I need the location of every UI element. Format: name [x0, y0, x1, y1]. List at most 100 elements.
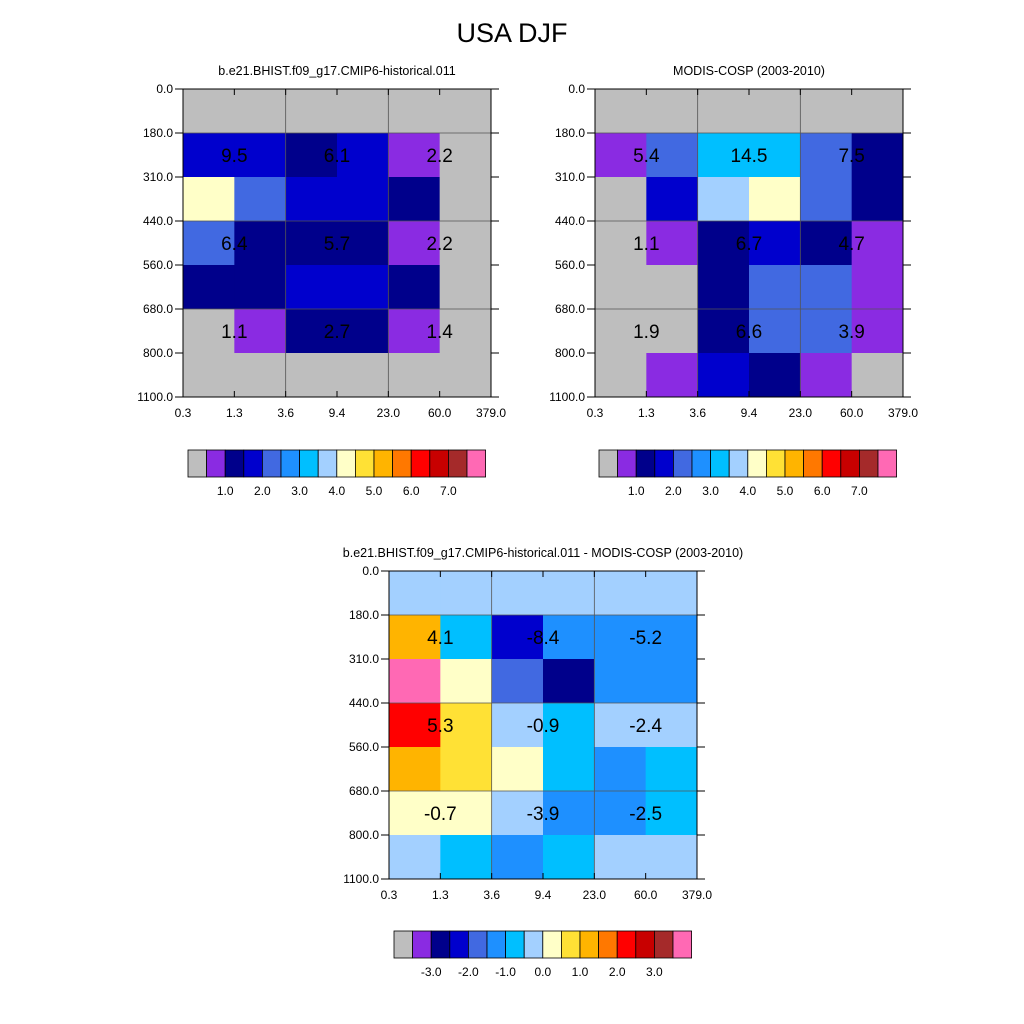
heatmap-cell	[851, 89, 904, 134]
cell-value-label: 1.1	[221, 322, 247, 343]
heatmap-cell	[285, 177, 338, 222]
heatmap-cell	[645, 571, 698, 616]
y-tick-label: 680.0	[349, 784, 379, 798]
x-tick-label: 379.0	[476, 406, 506, 420]
heatmap-cell	[645, 747, 698, 792]
heatmap-cell	[697, 133, 750, 178]
x-tick-label: 9.4	[535, 888, 552, 902]
y-tick-label: 560.0	[349, 740, 379, 754]
heatmap-cell	[491, 835, 544, 880]
cell-value-label: -5.2	[629, 628, 662, 649]
heatmap-cell	[851, 309, 904, 354]
colorbar-box	[635, 930, 655, 959]
heatmap-cell	[697, 309, 750, 354]
page-title: USA DJF	[456, 18, 568, 48]
heatmap-cell	[183, 133, 235, 178]
cell-value-label: 1.9	[633, 322, 659, 343]
x-tick-label: 9.4	[741, 406, 758, 420]
heatmap-cell	[439, 309, 492, 354]
heatmap-cell	[439, 221, 492, 266]
y-tick-label: 800.0	[555, 346, 585, 360]
heatmap-cell	[646, 133, 699, 178]
heatmap-cell	[183, 265, 235, 310]
x-tick-label: 9.4	[329, 406, 346, 420]
heatmap-cell	[388, 133, 441, 178]
heatmap-cell	[594, 615, 647, 660]
heatmap-cell	[543, 615, 595, 660]
heatmap-cell	[183, 177, 235, 222]
colorbar-box	[598, 930, 618, 959]
x-tick-label: 23.0	[583, 888, 607, 902]
colorbar-box	[859, 449, 879, 478]
heatmap-cell	[543, 835, 595, 880]
cell-value-label: 9.5	[221, 146, 247, 167]
heatmap-cell	[594, 571, 647, 616]
colorbar-label: 2.0	[254, 484, 271, 498]
heatmap-cell	[439, 177, 492, 222]
y-tick-label: 560.0	[555, 258, 585, 272]
cell-value-label: 6.6	[736, 322, 762, 343]
heatmap-cell	[543, 659, 595, 704]
colorbar-box	[616, 930, 637, 959]
cell-value-label: -8.4	[527, 628, 560, 649]
colorbar-box	[635, 449, 656, 478]
colorbar-box	[354, 449, 375, 478]
heatmap-cell	[749, 133, 801, 178]
colorbar-box	[466, 449, 487, 478]
heatmap-cell	[183, 221, 235, 266]
heatmap-cell	[388, 265, 441, 310]
colorbar-label: 3.0	[291, 484, 308, 498]
heatmap-cell	[697, 221, 750, 266]
colorbar-box	[617, 449, 637, 478]
heatmap-cell	[285, 353, 338, 398]
heatmap-cell	[388, 309, 441, 354]
heatmap-cell	[749, 353, 801, 398]
heatmap-cell	[595, 221, 647, 266]
colorbar-box	[840, 449, 860, 478]
y-tick-label: 180.0	[349, 608, 379, 622]
y-tick-label: 180.0	[143, 126, 173, 140]
heatmap-cell	[285, 309, 338, 354]
heatmap-cell	[851, 265, 904, 310]
chart-title: MODIS-COSP (2003-2010)	[673, 64, 825, 78]
heatmap-cell	[595, 177, 647, 222]
heatmap-cell	[491, 571, 544, 616]
heatmap-cell	[697, 177, 750, 222]
colorbar-box	[299, 449, 319, 478]
heatmap-cell	[800, 89, 853, 134]
heatmap-cell	[440, 791, 493, 836]
colorbar-box	[523, 930, 544, 959]
heatmap-cell	[439, 89, 492, 134]
heatmap-cell	[594, 747, 647, 792]
heatmap-cell	[389, 747, 441, 792]
y-tick-label: 1100.0	[343, 872, 379, 886]
heatmap-cell	[439, 353, 492, 398]
heatmap-cell	[440, 747, 493, 792]
y-tick-label: 0.0	[362, 564, 379, 578]
colorbar-label: 4.0	[328, 484, 345, 498]
heatmap-cell	[749, 265, 801, 310]
cell-value-label: 1.4	[426, 322, 453, 343]
heatmap-cell	[337, 89, 389, 134]
x-tick-label: 3.6	[277, 406, 294, 420]
colorbar-label: 3.0	[646, 965, 663, 979]
colorbar-box	[373, 449, 394, 478]
heatmap-cell	[646, 89, 699, 134]
heatmap-cell	[234, 265, 287, 310]
heatmap-cell	[388, 353, 441, 398]
y-tick-label: 440.0	[143, 214, 173, 228]
colorbar-label: 6.0	[814, 484, 831, 498]
colorbar-label: 7.0	[440, 484, 457, 498]
heatmap-cell	[440, 659, 493, 704]
y-tick-label: 1100.0	[549, 390, 585, 404]
colorbar-box	[447, 449, 468, 478]
x-tick-label: 0.3	[175, 406, 192, 420]
heatmap-cell	[595, 89, 647, 134]
heatmap-cell	[749, 177, 801, 222]
y-tick-label: 180.0	[555, 126, 585, 140]
cell-value-label: 6.1	[324, 146, 350, 167]
heatmap-cell	[645, 703, 698, 748]
heatmap-cell	[851, 177, 904, 222]
colorbar-box	[728, 449, 749, 478]
cell-value-label: 2.2	[426, 146, 452, 167]
